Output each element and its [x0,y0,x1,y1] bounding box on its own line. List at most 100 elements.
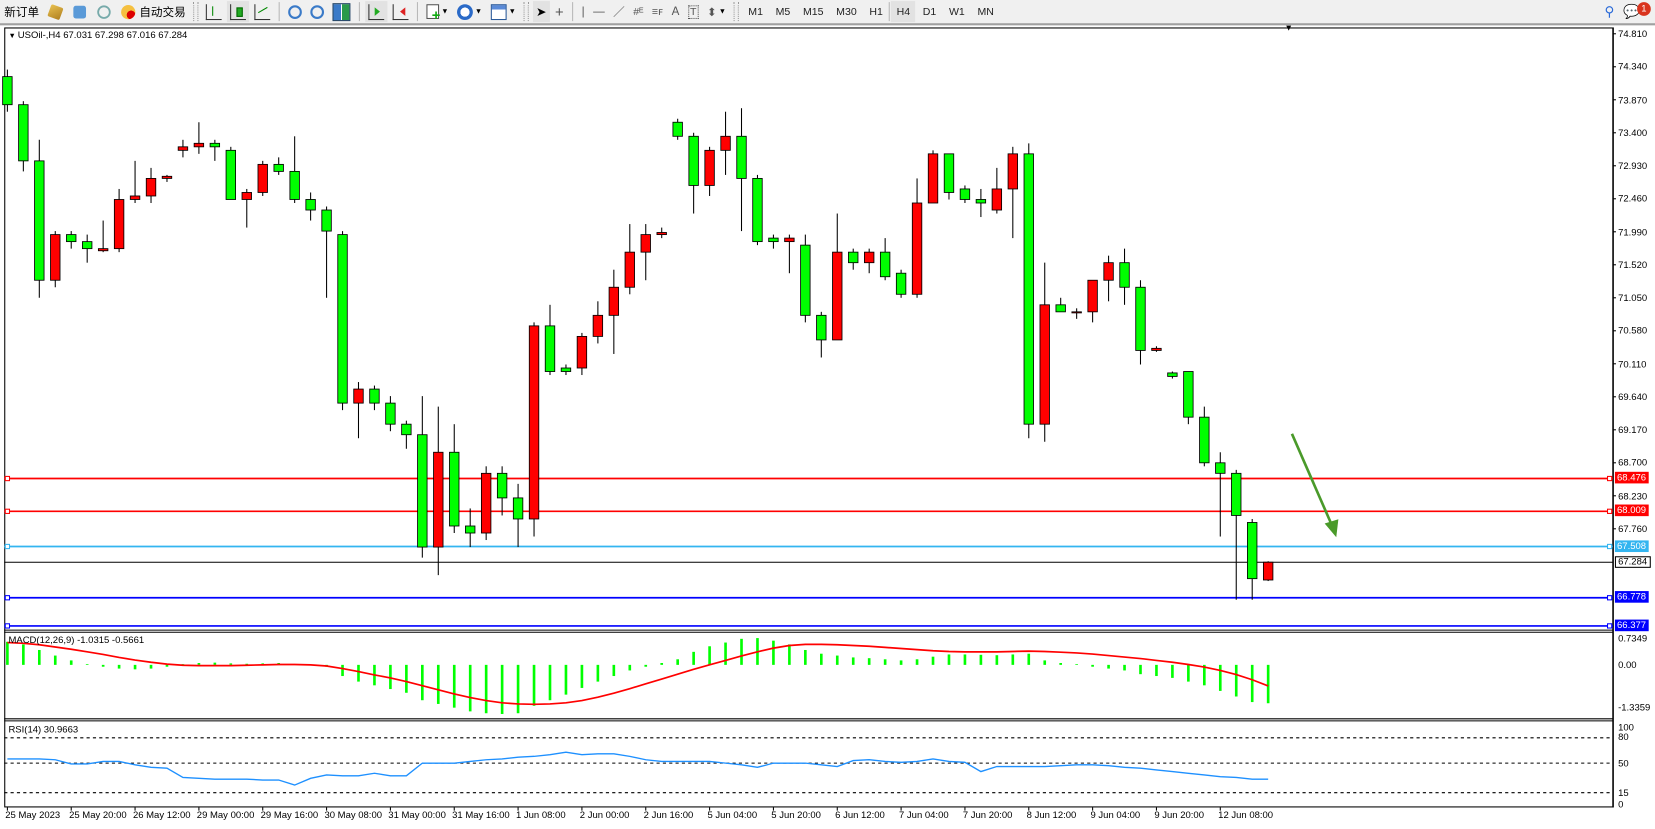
bearish-candle [895,272,907,295]
bearish-candle [209,142,221,148]
bullish-candle [193,142,205,148]
bearish-candle [768,237,779,243]
chart-shift-button[interactable] [389,1,411,22]
fibonacci-expansion-button[interactable]: #ᴱ [630,1,647,22]
signals-icon [97,4,111,19]
macd-label: MACD(12,26,9) -1.0315 -0.5661 [8,634,145,645]
cursor-button[interactable]: ➤ [532,1,550,23]
bearish-candle [1135,286,1146,351]
candlestick-button[interactable] [226,1,250,23]
line-handle [4,595,11,601]
timeframe-w1[interactable]: W1 [948,5,965,18]
bullish-candle [113,199,125,250]
line-chart-button[interactable] [251,1,273,22]
time-tick-label: 26 May 12:00 [132,809,191,821]
vertical-line-button[interactable]: | [578,1,587,22]
zoom-in-button[interactable] [285,1,305,22]
bullish-candle [704,149,715,186]
text-button[interactable]: A [668,1,682,22]
bullish-candle [1039,304,1050,425]
rsi-tick-label: 100 [1618,721,1634,733]
bullish-candle [592,314,604,337]
bullish-candle [911,202,923,295]
zoom-out-icon [310,4,325,19]
separator [416,2,418,22]
rsi-tick-label: 15 [1618,787,1629,798]
auto-trading-button[interactable]: 自动交易 [117,1,189,22]
auto-scroll-button[interactable] [365,1,388,23]
arrows-button[interactable]: ⬍ ▼ [704,1,729,22]
bullish-candle [177,146,189,151]
bearish-candle [385,402,396,425]
line-handle [1606,475,1613,482]
timeframe-m15[interactable]: M15 [802,5,824,18]
new-order-button[interactable]: 新订单 [1,1,42,22]
toolbar-grip[interactable] [193,2,199,22]
price-tick-label: 69.640 [1618,391,1648,403]
time-tick-label: 9 Jun 04:00 [1090,809,1141,821]
signals-button[interactable] [93,1,115,22]
price-tick-label: 71.520 [1618,259,1648,271]
price-level-tag: 68.476 [1614,472,1649,484]
separator [572,2,574,22]
time-tick-label: 2 Jun 00:00 [579,809,630,821]
price-tick-label: 71.990 [1618,226,1648,238]
text-label-button[interactable]: T [685,1,702,22]
crosshair-button[interactable]: + [552,1,567,22]
bearish-candle [736,135,747,179]
toolbar-grip[interactable] [523,2,529,22]
time-tick-label: 31 May 16:00 [452,809,510,821]
timeframe-mn[interactable]: MN [977,5,994,18]
bullish-candle [161,175,173,179]
templates-button[interactable]: ▼ [488,1,520,22]
price-tick-label: 72.930 [1618,160,1648,172]
chevron-down-icon[interactable]: ▼ [474,7,483,16]
macd-tick-label: -1.3359 [1618,701,1651,713]
bar-chart-icon [205,3,222,20]
price-level-tag: 66.377 [1614,619,1649,632]
new-order-label: 新订单 [4,6,40,19]
chart-shift-marker[interactable]: ▼ [1284,23,1293,33]
zoom-out-button[interactable] [307,1,327,22]
horizontal-line-button[interactable]: — [590,1,608,22]
bullish-candle [1071,311,1082,314]
tile-windows-button[interactable] [329,1,353,22]
time-tick-label: 8 Jun 12:00 [1026,809,1077,821]
chevron-down-icon[interactable]: ▼ [718,7,727,16]
bullish-candle [864,251,875,264]
bearish-candle [273,163,284,172]
timeframe-m30[interactable]: M30 [836,5,857,18]
timeframe-h4[interactable]: H4 [891,1,916,23]
time-tick-label: 25 May 2023 [5,809,61,821]
toolbar-grip[interactable] [733,2,739,22]
price-tick-label: 74.810 [1618,28,1648,40]
periods-button[interactable]: ▼ [454,1,486,22]
chat-button[interactable]: 💬 1 [1620,1,1654,22]
bullish-candle [433,451,444,548]
bearish-candle [496,472,508,499]
chevron-down-icon[interactable]: ▼ [508,7,516,16]
macd-signal-line [7,641,1269,706]
line-handle [4,508,11,514]
bullish-candle [991,188,1003,211]
line-handle [4,475,11,482]
terminal-icon [73,5,87,18]
chevron-down-icon[interactable]: ▼ [441,7,449,16]
timeframe-d1[interactable]: D1 [922,5,937,18]
price-tick-label: 73.400 [1618,127,1648,139]
bullish-candle [656,232,667,236]
fibonacci-fan-button[interactable]: ≡ꜰ [649,1,667,22]
trendline-button[interactable]: ／ [610,1,628,22]
indicators-button[interactable]: + ▼ [423,1,451,22]
chart-header: ▼ USOil-,H4 67.031 67.298 67.016 67.284 [8,29,188,41]
timeframe-h1[interactable]: H1 [869,5,883,18]
timeframe-m1[interactable]: M1 [748,5,763,18]
timeframe-m5[interactable]: M5 [775,5,791,18]
bearish-candle [369,388,380,404]
bullish-candle [353,388,364,404]
terminal-button[interactable] [69,1,91,22]
bar-chart-button[interactable] [203,1,225,22]
bearish-candle [321,209,332,232]
price-tick-label: 67.760 [1618,523,1648,535]
